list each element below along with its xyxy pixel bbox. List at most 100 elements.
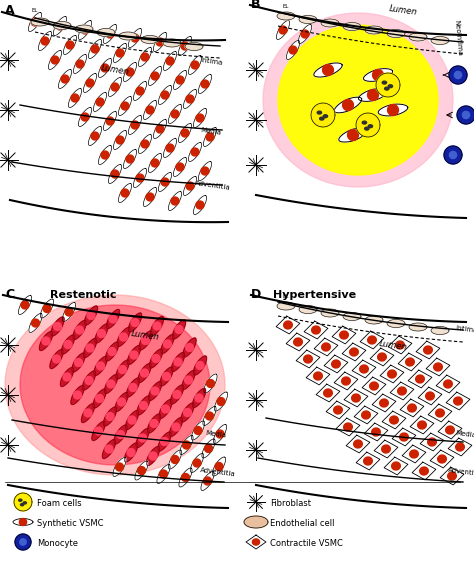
Polygon shape <box>164 340 172 348</box>
Polygon shape <box>410 450 419 458</box>
Polygon shape <box>41 37 49 45</box>
Polygon shape <box>201 167 209 175</box>
Polygon shape <box>196 114 204 122</box>
Polygon shape <box>181 129 189 137</box>
Polygon shape <box>161 178 169 186</box>
Polygon shape <box>390 416 398 424</box>
Text: Contractile VSMC: Contractile VSMC <box>270 539 343 548</box>
Polygon shape <box>54 323 62 331</box>
Polygon shape <box>206 133 214 141</box>
Polygon shape <box>339 128 367 142</box>
Polygon shape <box>356 113 380 137</box>
Polygon shape <box>314 63 342 77</box>
Polygon shape <box>51 317 64 336</box>
Polygon shape <box>326 401 350 419</box>
Polygon shape <box>440 467 464 485</box>
Polygon shape <box>28 13 42 32</box>
Polygon shape <box>84 306 98 325</box>
Polygon shape <box>56 22 64 30</box>
Polygon shape <box>144 100 156 119</box>
Polygon shape <box>182 441 191 449</box>
Polygon shape <box>178 123 191 142</box>
Polygon shape <box>196 201 204 209</box>
Polygon shape <box>390 382 414 400</box>
Polygon shape <box>392 428 416 446</box>
Polygon shape <box>86 344 94 352</box>
Polygon shape <box>418 421 426 429</box>
Polygon shape <box>130 351 138 359</box>
Polygon shape <box>116 463 124 471</box>
Polygon shape <box>85 377 93 384</box>
Polygon shape <box>91 132 99 140</box>
Polygon shape <box>400 399 424 417</box>
Polygon shape <box>78 108 91 127</box>
Polygon shape <box>127 378 139 397</box>
Polygon shape <box>91 45 99 53</box>
Polygon shape <box>136 87 144 95</box>
Polygon shape <box>62 335 74 354</box>
Polygon shape <box>148 66 162 85</box>
Polygon shape <box>277 12 295 20</box>
Polygon shape <box>161 91 169 99</box>
Polygon shape <box>162 405 170 413</box>
Polygon shape <box>322 343 330 351</box>
Polygon shape <box>191 148 199 156</box>
Polygon shape <box>199 74 211 93</box>
Polygon shape <box>113 44 127 63</box>
Polygon shape <box>426 358 450 376</box>
Polygon shape <box>344 389 368 407</box>
Polygon shape <box>431 36 449 44</box>
Text: Adventitia: Adventitia <box>195 180 231 191</box>
Polygon shape <box>113 457 126 476</box>
Polygon shape <box>182 370 195 389</box>
Polygon shape <box>118 398 126 406</box>
Polygon shape <box>301 30 309 38</box>
Polygon shape <box>119 333 128 341</box>
Polygon shape <box>456 443 465 451</box>
Polygon shape <box>152 355 160 362</box>
Text: Intima: Intima <box>200 57 223 66</box>
Polygon shape <box>111 170 119 178</box>
Polygon shape <box>97 362 104 370</box>
Polygon shape <box>183 89 197 108</box>
Polygon shape <box>438 421 462 439</box>
Polygon shape <box>354 406 378 424</box>
Polygon shape <box>276 316 300 334</box>
Polygon shape <box>342 377 350 385</box>
Polygon shape <box>133 81 146 100</box>
Polygon shape <box>160 470 167 478</box>
Polygon shape <box>81 113 89 121</box>
Polygon shape <box>95 324 108 343</box>
Polygon shape <box>183 408 191 416</box>
Polygon shape <box>139 401 147 410</box>
Polygon shape <box>31 18 49 26</box>
Polygon shape <box>446 426 454 434</box>
Text: EL: EL <box>283 294 289 299</box>
Polygon shape <box>40 299 54 318</box>
Polygon shape <box>20 503 24 506</box>
Polygon shape <box>336 418 360 436</box>
Polygon shape <box>373 70 383 81</box>
Polygon shape <box>106 412 114 420</box>
Polygon shape <box>111 83 119 91</box>
Polygon shape <box>31 319 39 327</box>
Polygon shape <box>392 462 401 470</box>
Polygon shape <box>121 102 129 110</box>
Polygon shape <box>137 467 146 475</box>
Polygon shape <box>206 412 213 420</box>
Polygon shape <box>63 302 75 321</box>
Polygon shape <box>93 389 106 408</box>
Polygon shape <box>195 394 203 402</box>
Polygon shape <box>60 367 73 386</box>
Polygon shape <box>306 367 330 385</box>
Polygon shape <box>419 467 428 475</box>
Polygon shape <box>350 348 358 356</box>
Polygon shape <box>384 457 408 475</box>
Polygon shape <box>370 348 394 366</box>
Polygon shape <box>19 518 27 525</box>
Polygon shape <box>89 127 101 146</box>
Polygon shape <box>128 28 142 47</box>
Polygon shape <box>463 111 470 119</box>
Polygon shape <box>276 21 290 40</box>
Polygon shape <box>384 87 389 90</box>
